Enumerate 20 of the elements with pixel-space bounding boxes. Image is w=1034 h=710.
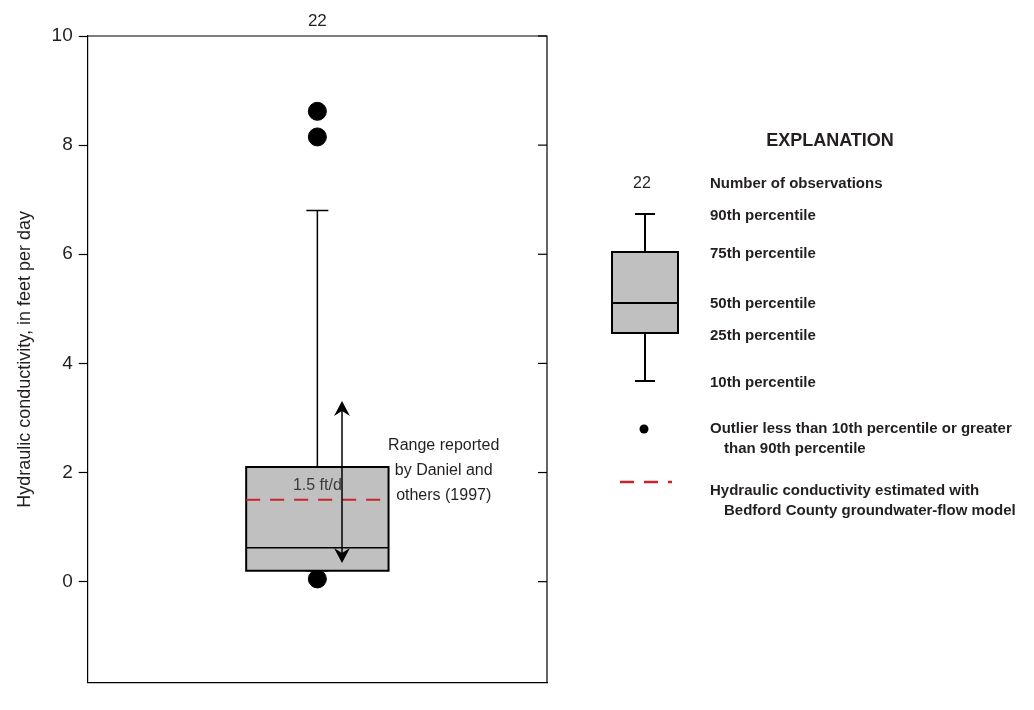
text: 22 bbox=[307, 11, 327, 31]
y-tick-label: 10 bbox=[51, 24, 73, 46]
text: Number of observations bbox=[710, 174, 883, 191]
text: 10th percentile bbox=[710, 373, 816, 390]
text: 22 bbox=[633, 174, 651, 192]
text: 25th percentile bbox=[710, 326, 816, 343]
y-tick-label: 8 bbox=[62, 133, 73, 155]
text: Outlier less than 10th percentile or greater than 90th percentile bbox=[710, 418, 1013, 458]
ref-line-label: 1.5 ft/d bbox=[292, 476, 342, 494]
text: 75th percentile bbox=[710, 244, 816, 261]
text: 90th percentile bbox=[710, 206, 816, 223]
y-tick-label: 4 bbox=[62, 351, 74, 373]
text: 50th percentile bbox=[710, 294, 816, 311]
text: Hydraulic conductivity estimated with Bedford County groundwater-flow model bbox=[710, 480, 1017, 520]
y-tick-label: 0 bbox=[62, 569, 73, 591]
y-tick-label: 2 bbox=[62, 460, 73, 482]
y-tick-label: 6 bbox=[62, 242, 73, 264]
y-axis-title: Hydraulic conductivity, in feet per day bbox=[13, 210, 34, 508]
legend-title: EXPLANATION bbox=[765, 130, 895, 151]
annotation: Range reported by Daniel and others (1997) bbox=[388, 435, 500, 503]
